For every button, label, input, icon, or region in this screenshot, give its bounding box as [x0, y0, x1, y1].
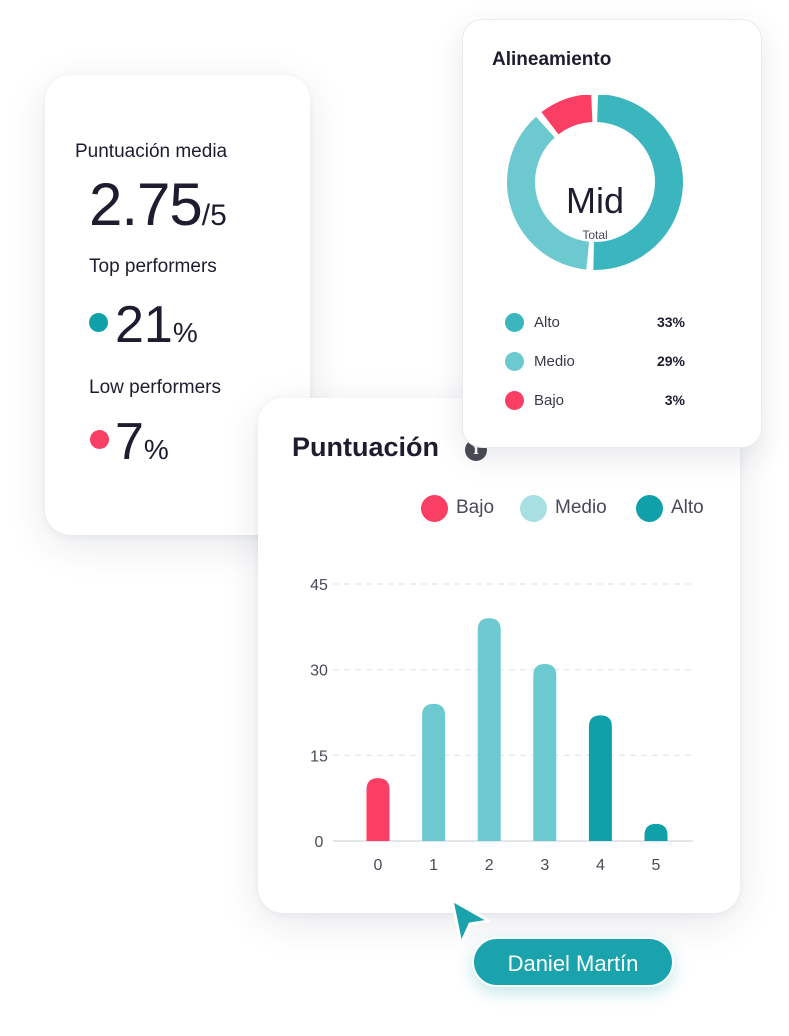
x-tick-label: 0	[374, 857, 383, 874]
bar-3	[533, 663, 557, 841]
legend-label-bajo: Bajo	[456, 497, 495, 518]
average-score-suffix: /5	[201, 199, 227, 232]
alignment-donut-chart: Mid Total	[507, 95, 683, 270]
donut-segment-medio	[507, 95, 683, 270]
top-performers-dot	[89, 313, 108, 332]
top-performers-number: 21	[115, 296, 173, 354]
low-performers-label: Low performers	[89, 377, 221, 398]
y-tick-label: 45	[310, 577, 328, 594]
x-tick-label: 4	[596, 857, 605, 874]
summary-card: Puntuación media 2.75/5 Top performers 2…	[45, 75, 310, 535]
cursor-pointer-icon	[450, 898, 491, 946]
y-tick-label: 0	[315, 834, 324, 851]
alignment-name-bajo: Bajo	[534, 392, 565, 409]
alignment-value-alto: 33%	[656, 314, 685, 330]
low-performers-value: 7%	[115, 416, 169, 468]
alignment-dot-bajo	[505, 391, 524, 410]
score-chart-title: Puntuación	[292, 432, 439, 462]
donut-center-value: Mid	[566, 180, 624, 221]
top-performers-label: Top performers	[89, 256, 217, 277]
x-tick-label: 5	[652, 857, 661, 874]
average-score-value: 2.75/5	[89, 175, 227, 235]
legend-dot-medio	[520, 495, 547, 522]
low-performers-suffix: %	[143, 434, 169, 465]
x-tick-label: 1	[429, 857, 438, 874]
legend-dot-alto	[636, 495, 663, 522]
bar-5	[644, 823, 668, 841]
y-tick-label: 30	[310, 663, 328, 680]
bar-1	[422, 703, 446, 841]
alignment-dot-medio	[505, 352, 524, 371]
alignment-card: Alineamiento Mid Total Alto 33% Medio 29…	[462, 19, 762, 448]
alignment-legend-medio: Medio 29%	[505, 351, 685, 373]
low-performers-dot	[90, 430, 109, 449]
y-tick-label: 15	[310, 748, 328, 765]
alignment-value-bajo: 3%	[664, 392, 685, 408]
legend-label-medio: Medio	[555, 497, 607, 518]
bar-2	[477, 618, 501, 841]
alignment-legend-bajo: Bajo 3%	[505, 390, 685, 412]
average-score-number: 2.75	[89, 171, 203, 238]
alignment-title: Alineamiento	[492, 49, 612, 70]
x-tick-label: 3	[540, 857, 549, 874]
score-chart-card: Puntuación i Bajo Medio Alto 0 15 30 45 0 1 2 3…	[258, 398, 740, 913]
top-performers-value: 21%	[115, 299, 198, 351]
alignment-name-alto: Alto	[534, 314, 560, 331]
low-performers-number: 7	[115, 413, 144, 471]
donut-segment-alto	[507, 95, 683, 270]
cursor-user-tag: Daniel Martín	[472, 937, 674, 987]
alignment-legend-alto: Alto 33%	[505, 312, 685, 334]
alignment-name-medio: Medio	[534, 353, 575, 370]
bar-4	[588, 715, 612, 841]
bar-0	[366, 778, 390, 841]
alignment-value-medio: 29%	[656, 353, 685, 369]
legend-dot-bajo	[421, 495, 448, 522]
legend-label-alto: Alto	[671, 497, 704, 518]
average-score-label: Puntuación media	[75, 141, 228, 162]
x-tick-label: 2	[485, 857, 494, 874]
alignment-dot-alto	[505, 313, 524, 332]
donut-center-label: Total	[582, 228, 607, 242]
top-performers-suffix: %	[172, 317, 198, 348]
